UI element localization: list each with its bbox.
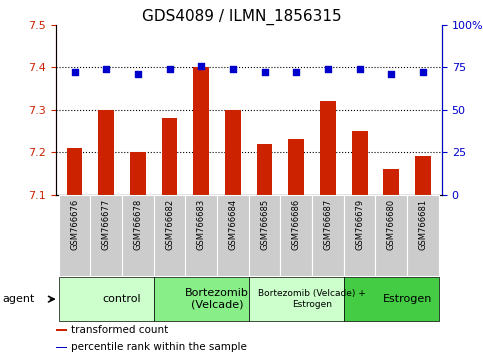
Bar bbox=[67, 148, 83, 195]
Bar bbox=[90, 195, 122, 276]
Text: GSM766686: GSM766686 bbox=[292, 199, 301, 250]
Text: GSM766676: GSM766676 bbox=[70, 199, 79, 250]
Bar bbox=[281, 195, 312, 276]
Point bbox=[134, 71, 142, 77]
Text: GSM766685: GSM766685 bbox=[260, 199, 269, 250]
Bar bbox=[375, 195, 407, 276]
Bar bbox=[344, 277, 439, 321]
Point bbox=[102, 66, 110, 72]
Text: percentile rank within the sample: percentile rank within the sample bbox=[71, 342, 247, 353]
Text: GSM766683: GSM766683 bbox=[197, 199, 206, 250]
Bar bbox=[56, 329, 67, 331]
Bar bbox=[407, 195, 439, 276]
Point bbox=[71, 69, 78, 75]
Point bbox=[324, 66, 332, 72]
Point bbox=[261, 69, 269, 75]
Text: GSM766677: GSM766677 bbox=[102, 199, 111, 250]
Bar bbox=[217, 195, 249, 276]
Bar bbox=[312, 195, 344, 276]
Bar bbox=[122, 195, 154, 276]
Text: GSM766681: GSM766681 bbox=[418, 199, 427, 250]
Text: Bortezomib (Velcade) +
Estrogen: Bortezomib (Velcade) + Estrogen bbox=[258, 290, 366, 309]
Bar bbox=[162, 118, 177, 195]
Bar bbox=[193, 67, 209, 195]
Bar bbox=[99, 110, 114, 195]
Text: Bortezomib
(Velcade): Bortezomib (Velcade) bbox=[185, 288, 249, 310]
Point bbox=[198, 63, 205, 68]
Bar bbox=[344, 195, 375, 276]
Text: GSM766678: GSM766678 bbox=[133, 199, 142, 250]
Text: agent: agent bbox=[2, 294, 35, 304]
Bar bbox=[256, 144, 272, 195]
Text: GSM766684: GSM766684 bbox=[228, 199, 238, 250]
Text: control: control bbox=[103, 294, 142, 304]
Bar bbox=[384, 169, 399, 195]
Point bbox=[387, 71, 395, 77]
Text: GSM766679: GSM766679 bbox=[355, 199, 364, 250]
Bar bbox=[56, 347, 67, 348]
Text: GDS4089 / ILMN_1856315: GDS4089 / ILMN_1856315 bbox=[142, 9, 341, 25]
Point bbox=[229, 66, 237, 72]
Bar bbox=[352, 131, 368, 195]
Bar bbox=[288, 139, 304, 195]
Bar bbox=[415, 156, 431, 195]
Bar bbox=[185, 195, 217, 276]
Bar bbox=[130, 152, 146, 195]
Text: transformed count: transformed count bbox=[71, 325, 168, 335]
Bar bbox=[225, 110, 241, 195]
Bar bbox=[154, 195, 185, 276]
Bar bbox=[249, 195, 281, 276]
Bar bbox=[249, 277, 344, 321]
Text: GSM766682: GSM766682 bbox=[165, 199, 174, 250]
Bar bbox=[59, 195, 90, 276]
Text: Estrogen: Estrogen bbox=[383, 294, 432, 304]
Point bbox=[292, 69, 300, 75]
Bar bbox=[320, 101, 336, 195]
Point bbox=[166, 66, 173, 72]
Point bbox=[356, 66, 364, 72]
Bar bbox=[59, 277, 154, 321]
Bar bbox=[154, 277, 249, 321]
Point bbox=[419, 69, 427, 75]
Text: GSM766687: GSM766687 bbox=[324, 199, 332, 250]
Text: GSM766680: GSM766680 bbox=[387, 199, 396, 250]
